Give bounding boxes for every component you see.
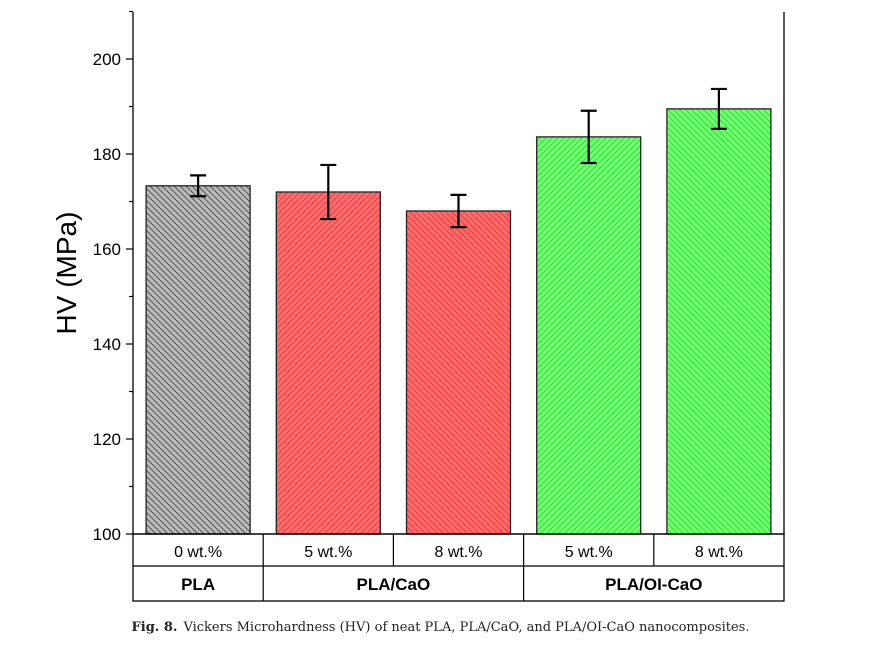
error-bar-0 [190, 174, 207, 198]
error-bar-1 [320, 163, 337, 221]
category-label: 0 wt.% [174, 544, 222, 561]
bar-4 [666, 108, 772, 535]
category-label: 8 wt.% [695, 544, 743, 561]
y-tick-label: 100 [93, 525, 121, 544]
category-table [132, 533, 785, 602]
bar-3 [536, 136, 642, 535]
error-bar-2 [450, 193, 467, 229]
category-label: 5 wt.% [304, 544, 352, 561]
category-label: 5 wt.% [565, 544, 613, 561]
group-label: PLA/OI-CaO [605, 575, 702, 594]
bar-0 [145, 185, 251, 535]
error-bar-4 [710, 87, 727, 130]
caption-text: Vickers Microhardness (HV) of neat PLA, … [183, 620, 750, 635]
category-label: 8 wt.% [434, 544, 482, 561]
y-tick-label: 180 [93, 145, 121, 164]
group-label: PLA/CaO [357, 575, 431, 594]
y-tick-label: 160 [93, 240, 121, 259]
group-label: PLA [181, 575, 215, 594]
figure-caption: Fig. 8. Vickers Microhardness (HV) of nea… [0, 620, 881, 635]
y-tick-label: 200 [93, 50, 121, 69]
y-tick-label: 120 [93, 430, 121, 449]
y-axis-label: HV (MPa) [51, 212, 82, 335]
bar-1 [275, 191, 381, 535]
error-bar-3 [580, 109, 597, 165]
y-tick-label: 140 [93, 335, 121, 354]
caption-label: Fig. 8. [131, 620, 178, 635]
bar-2 [405, 210, 512, 535]
